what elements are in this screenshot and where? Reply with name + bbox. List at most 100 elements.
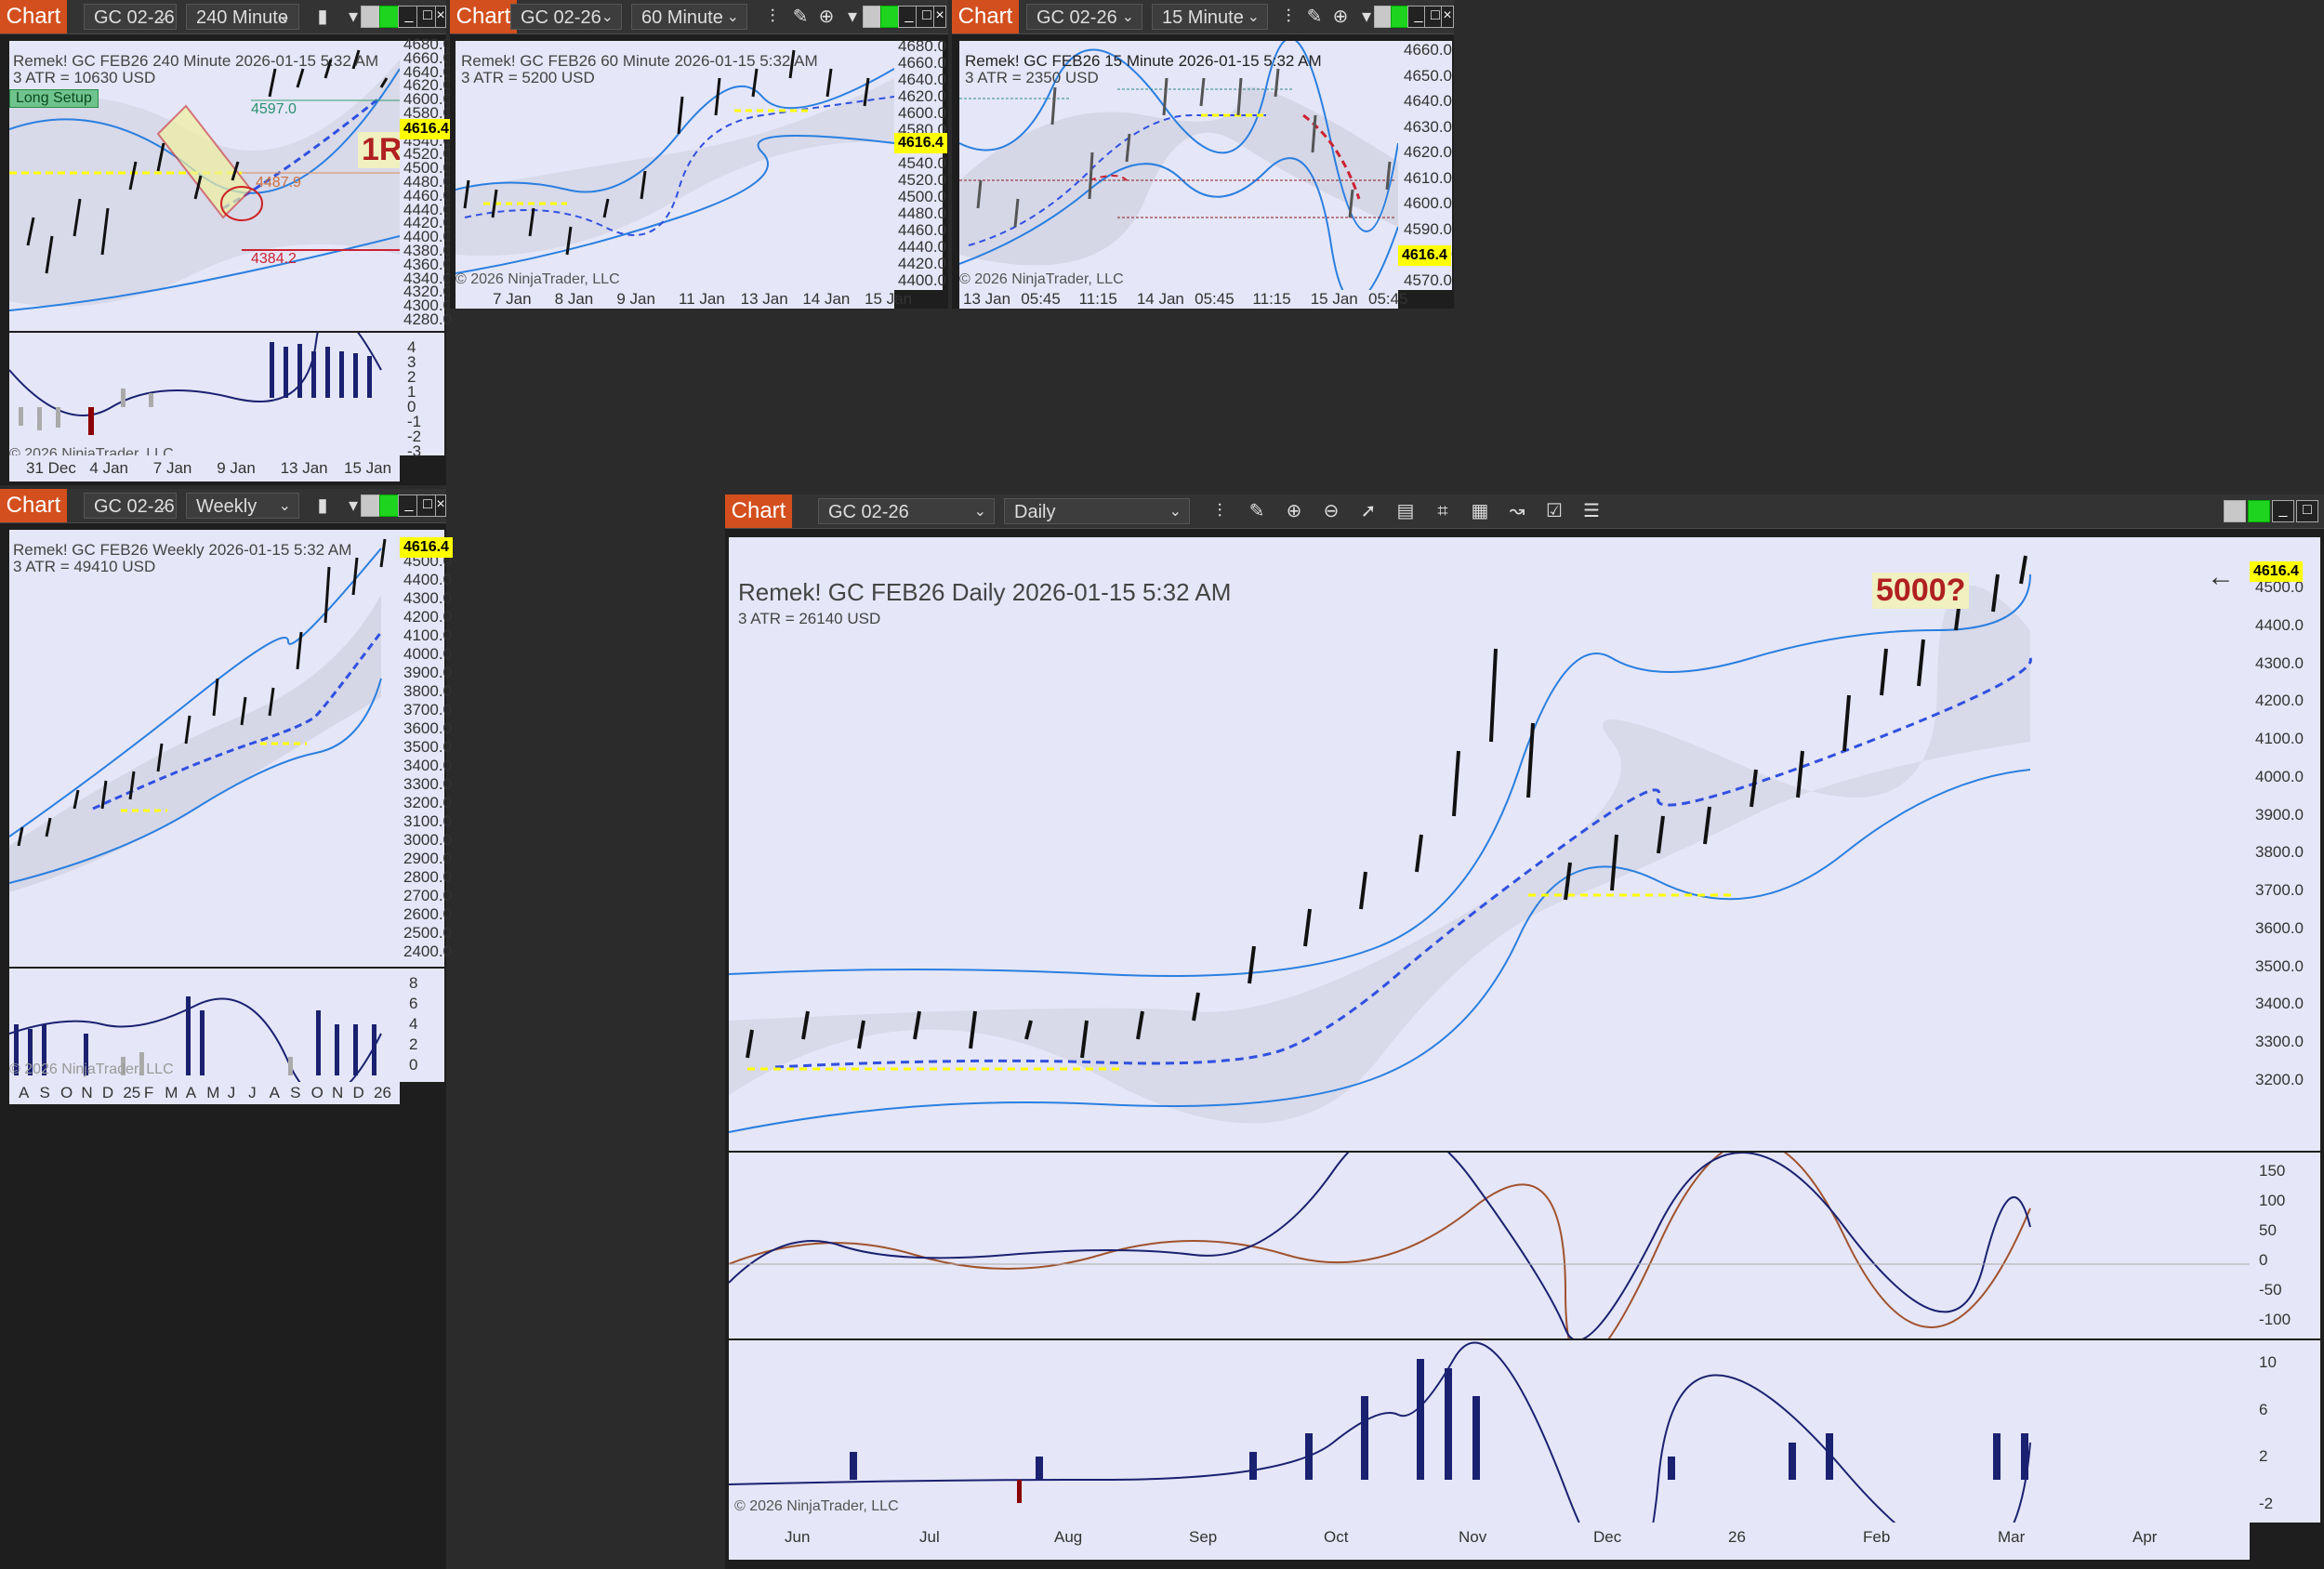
instrument-selector[interactable]: GC 02-26 ⌄ [84, 4, 177, 30]
chart-window-15min: Chart GC 02-26 ⌄ 15 Minute ⌄ ⫶ ✎ ⊕ ▾ _ □ × [952, 0, 1454, 309]
y-tick: 3200.0 [403, 794, 452, 811]
y-tick: 4520.0 [898, 171, 946, 189]
price-panel-15[interactable]: Remek! GC FEB26 15 Minute 2026-01-15 5:3… [958, 37, 1399, 303]
atr-label-weekly: 3 ATR = 49410 USD [13, 558, 156, 575]
time-axis-daily[interactable]: Jun Jul Aug Sep Oct Nov Dec 26 Feb Mar Apr [729, 1523, 2250, 1560]
chart-tab[interactable]: Chart [952, 0, 1019, 33]
chart-tab[interactable]: Chart [450, 0, 517, 33]
zoom-in-icon[interactable]: ⊕ [1332, 7, 1349, 27]
y-tick: 4460.0 [403, 186, 452, 204]
y-tick: 4420.0 [898, 255, 946, 272]
copyright-label: © 2026 NinjaTrader, LLC [734, 1498, 899, 1514]
chart-tab[interactable]: Chart [0, 0, 67, 33]
y-tick: 4000.0 [403, 645, 452, 663]
price-panel-60[interactable]: Remek! GC FEB26 60 Minute 2026-01-15 5:3… [455, 41, 895, 290]
interval-selector[interactable]: 60 Minute ⌄ [631, 4, 747, 30]
drawing-tool-icon[interactable]: ✎ [1306, 7, 1323, 27]
bar-type-icon[interactable]: ▮ [317, 7, 328, 27]
close-icon[interactable]: × [933, 6, 946, 28]
time-axis-weekly[interactable]: A S O N D 25 F M A M J J A S O N D 26 [9, 1082, 400, 1104]
y-tick: 3900.0 [403, 664, 452, 681]
time-axis-240[interactable]: 31 Dec 4 Jan 7 Jan 9 Jan 13 Jan 15 Jan [9, 455, 400, 481]
maximize-icon[interactable]: □ [2296, 500, 2318, 522]
price-panel-240[interactable]: Remek! GC FEB26 240 Minute 2026-01-15 5:… [8, 41, 406, 331]
y-tick: 4360.0 [403, 255, 452, 273]
close-icon[interactable]: × [1441, 6, 1454, 28]
instrument-selector[interactable]: GC 02-26 ⌄ [818, 498, 995, 524]
oscillator-panel-weekly[interactable]: © 2026 NinjaTrader, LLC [8, 969, 400, 1099]
time-axis-15[interactable]: 13 Jan 05:45 11:15 14 Jan 05:45 11:15 15 Jan 05… [959, 290, 1408, 309]
bar-type-icon[interactable]: ▮ [317, 495, 328, 516]
line-chart-icon[interactable]: ↝ [1509, 501, 1525, 521]
instrument-selector[interactable]: GC 02-26 ⌄ [84, 493, 177, 519]
chevron-down-icon: ⌄ [1121, 9, 1134, 25]
osc-tick: 0 [409, 1056, 418, 1074]
y-tick: 4660.0 [403, 48, 452, 67]
close-icon[interactable]: × [435, 6, 446, 28]
minimize-icon[interactable]: _ [2272, 500, 2294, 522]
strategies-icon[interactable]: ▦ [1471, 501, 1489, 521]
zoom-in-icon[interactable]: ⊕ [818, 7, 835, 27]
interval-selector[interactable]: 15 Minute ⌄ [1152, 4, 1268, 30]
instrument-selector[interactable]: GC 02-26 ⌄ [1026, 4, 1142, 30]
data-box-icon[interactable]: ▤ [1396, 501, 1415, 521]
properties-icon[interactable]: ☑ [1546, 501, 1563, 521]
chevron-down-icon[interactable]: ▾ [348, 495, 359, 516]
oscillator-axis-weekly[interactable]: 8 6 4 2 0 [400, 969, 444, 1082]
zoom-out-icon[interactable]: ⊖ [1323, 501, 1340, 521]
bar-type-icon[interactable]: ⫶ [1286, 7, 1291, 27]
oscillator-panel-daily-2[interactable]: © 2026 NinjaTrader, LLC [728, 1340, 2250, 1569]
indicators-icon[interactable]: ⌗ [1437, 501, 1448, 521]
price-panel-daily[interactable]: Remek! GC FEB26 Daily 2026-01-15 5:32 AM… [728, 537, 2250, 1151]
y-tick: 4200.0 [403, 608, 452, 626]
price-panel-weekly[interactable]: Remek! GC FEB26 Weekly 2026-01-15 5:32 A… [8, 530, 400, 967]
oscillator-panel-240[interactable]: © 2026 NinjaTrader, LLC [8, 310, 400, 462]
instrument-label: GC 02-26 [94, 496, 175, 517]
oscillator-axis-daily-2[interactable]: 10 6 2 -2 [2250, 1340, 2320, 1523]
back-arrow-icon[interactable]: ← [2207, 561, 2235, 592]
interval-label: 15 Minute [1162, 7, 1244, 28]
bar-type-icon[interactable]: ⫶ [770, 7, 775, 27]
list-icon[interactable]: ☰ [1583, 501, 1600, 521]
drawing-tool-icon[interactable]: ✎ [792, 7, 809, 27]
close-icon[interactable]: × [435, 494, 446, 517]
chart-tab[interactable]: Chart [0, 489, 67, 522]
cursor-icon[interactable]: ➚ [1360, 501, 1377, 521]
drawing-tool-icon[interactable]: ✎ [1248, 501, 1265, 521]
bar-type-icon[interactable]: ⫶ [1217, 501, 1222, 521]
price-axis-240[interactable]: 4680.04660.04640.04620.04600.04580.04560… [400, 35, 453, 331]
chevron-down-icon[interactable]: ▾ [348, 7, 359, 27]
window-toggle-green[interactable] [2248, 500, 2270, 522]
price-axis-daily[interactable]: 4500.0 4400.0 4300.0 4200.0 4100.0 4000.0 3900… [2250, 537, 2320, 1151]
price-axis-60[interactable]: 4680.04660.04640.04620.04600.04580.04560… [894, 37, 947, 290]
annotation-1r: 1R [358, 132, 406, 168]
price-axis-15[interactable]: 4660.0 4650.0 4640.0 4630.0 4620.0 4610.0 4600… [1398, 41, 1452, 290]
oscillator-panel-daily-1[interactable] [728, 1126, 2250, 1363]
chart-window-weekly: Chart GC 02-26 ⌄ Weekly ⌄ ▮ ▾ _ □ × Remek!… [0, 489, 453, 1569]
interval-selector[interactable]: Weekly ⌄ [186, 493, 299, 519]
chart-tab[interactable]: Chart [725, 494, 792, 528]
oscillator-axis-240[interactable]: 4 3 2 1 0 -1 -2 -3 [400, 333, 444, 460]
chevron-down-icon[interactable]: ▾ [1361, 7, 1372, 27]
window-toggle-gray[interactable] [2224, 500, 2246, 522]
price-axis-weekly[interactable]: 4500.0 4400.0 4300.0 4200.0 4100.0 4000.0 3900… [400, 530, 453, 967]
time-axis-60[interactable]: 7 Jan 8 Jan 9 Jan 11 Jan 13 Jan 14 Jan 15 Jan [456, 290, 912, 309]
chevron-down-icon[interactable]: ▾ [847, 7, 858, 27]
interval-selector[interactable]: Daily ⌄ [1004, 498, 1190, 524]
instrument-selector[interactable]: GC 02-26 ⌄ [510, 4, 622, 30]
y-tick: 2800.0 [403, 868, 452, 886]
y-tick: 3600.0 [2255, 918, 2304, 937]
interval-selector[interactable]: 240 Minute ⌄ [186, 4, 299, 30]
chevron-down-icon: ⌄ [278, 9, 291, 25]
y-tick: 3000.0 [403, 831, 452, 849]
oscillator-axis-daily-1[interactable]: 150 100 50 0 -50 -100 [2250, 1153, 2320, 1338]
x-tick: Jul [919, 1528, 940, 1546]
chevron-down-icon: ⌄ [155, 9, 168, 25]
x-tick: Aug [1054, 1528, 1083, 1546]
osc-tick: 3 [407, 353, 416, 371]
x-tick: 15 Jan [344, 459, 392, 477]
y-tick: 3200.0 [2255, 1071, 2304, 1088]
chevron-down-icon: ⌄ [726, 9, 739, 25]
x-tick: 05:45 [1195, 290, 1235, 308]
zoom-in-icon[interactable]: ⊕ [1286, 501, 1302, 521]
